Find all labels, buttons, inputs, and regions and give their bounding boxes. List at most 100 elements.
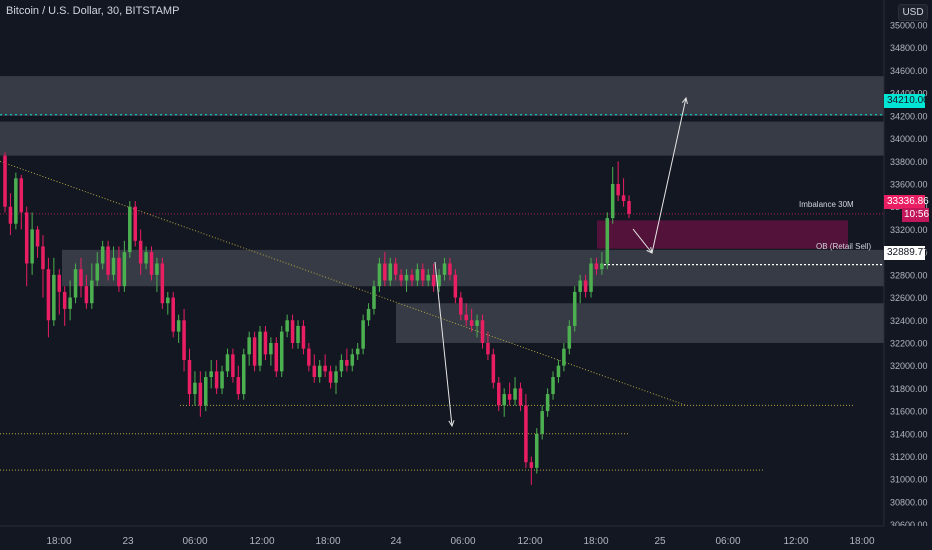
candle-body xyxy=(128,206,132,253)
candle-body xyxy=(24,212,29,264)
candle-body xyxy=(193,382,197,395)
candle-body xyxy=(79,269,83,287)
candle-body xyxy=(410,274,414,281)
candle-body xyxy=(290,320,295,343)
candle-body xyxy=(469,320,474,326)
price-axis xyxy=(884,0,932,550)
candle-body xyxy=(556,365,561,378)
candle-body xyxy=(421,269,425,281)
currency-button[interactable]: USD xyxy=(898,4,928,21)
candle-body xyxy=(252,337,257,366)
arrow-up-head xyxy=(681,96,688,104)
candle-body xyxy=(117,257,121,287)
x-tick-label: 23 xyxy=(122,536,134,547)
candle-body xyxy=(198,382,203,406)
candle-body xyxy=(497,382,501,406)
candle-body xyxy=(431,274,436,287)
y-tick-label: 31400.00 xyxy=(890,429,928,439)
candle-body xyxy=(171,297,175,332)
y-tick-label: 31800.00 xyxy=(890,384,928,394)
candle-body xyxy=(518,388,523,406)
candle-body xyxy=(46,269,51,321)
candle-body xyxy=(453,274,458,298)
candle-body xyxy=(166,297,170,304)
candle-body xyxy=(100,246,105,264)
level-32889-badge: 32889.77 xyxy=(884,246,929,260)
candle-body xyxy=(534,433,539,468)
candle-body xyxy=(529,462,534,468)
candle-body xyxy=(220,371,224,389)
candle-body xyxy=(30,229,34,264)
x-tick-label: 06:00 xyxy=(450,536,475,547)
candle-body xyxy=(3,155,7,207)
candle-body xyxy=(95,263,100,281)
y-tick-label: 30800.00 xyxy=(890,497,928,507)
candle-body xyxy=(274,342,279,372)
candle-body xyxy=(459,297,463,315)
x-tick-label: 18:00 xyxy=(849,536,874,547)
arrow-down xyxy=(434,261,453,427)
candle-body xyxy=(393,263,398,275)
x-tick-label: 12:00 xyxy=(249,536,274,547)
y-tick-label: 34200.00 xyxy=(890,111,928,121)
y-tick-label: 34000.00 xyxy=(890,134,928,144)
candle-body xyxy=(138,240,143,264)
candle-body xyxy=(68,297,72,309)
candle-body xyxy=(328,371,333,383)
candle-body xyxy=(616,184,620,196)
candle-body xyxy=(285,320,289,332)
x-tick-label: 06:00 xyxy=(182,536,207,547)
candle-body xyxy=(312,365,317,378)
candle-body xyxy=(583,280,588,292)
candle-body xyxy=(372,286,376,309)
candle-body xyxy=(133,206,137,241)
candle-body xyxy=(383,263,387,281)
candle-body xyxy=(317,365,322,378)
candle-body xyxy=(258,331,262,366)
x-tick-label: 06:00 xyxy=(715,536,740,547)
y-tick-label: 34800.00 xyxy=(890,43,928,53)
candle-body xyxy=(567,325,572,349)
candle-body xyxy=(475,320,479,326)
candle-body xyxy=(106,246,110,275)
candle-body xyxy=(204,377,208,406)
last-price-badge: 33336.86 xyxy=(884,195,929,209)
candle-body xyxy=(160,263,165,304)
candle-body xyxy=(345,360,349,366)
y-tick-label: 30600.00 xyxy=(890,520,928,530)
candle-body xyxy=(361,320,365,349)
candle-body xyxy=(610,184,615,219)
x-tick-label: 25 xyxy=(654,536,666,547)
y-tick-label: 32400.00 xyxy=(890,316,928,326)
candle-body xyxy=(247,337,251,355)
x-tick-label: 18:00 xyxy=(46,536,71,547)
candle-body xyxy=(8,206,13,224)
x-tick-label: 12:00 xyxy=(783,536,808,547)
y-tick-label: 32600.00 xyxy=(890,293,928,303)
candle-body xyxy=(111,257,116,275)
arrow-down-head xyxy=(448,420,455,428)
candle-body xyxy=(339,360,344,372)
candle-body xyxy=(524,405,528,463)
y-tick-label: 33800.00 xyxy=(890,157,928,167)
y-tick-label: 34400.00 xyxy=(890,89,928,99)
candle-body xyxy=(513,388,517,400)
y-tick-label: 32200.00 xyxy=(890,338,928,348)
arrow-up xyxy=(651,97,687,254)
x-tick-label: 18:00 xyxy=(315,536,340,547)
candle-body xyxy=(572,291,577,326)
candle-body xyxy=(209,371,213,378)
candle-body xyxy=(52,274,56,321)
candle-body xyxy=(350,354,355,366)
candle-body xyxy=(323,365,327,372)
candle-body xyxy=(90,280,94,304)
candle-body xyxy=(263,331,268,355)
candle-body xyxy=(507,394,512,400)
candle-body xyxy=(182,320,186,360)
candle-body xyxy=(627,201,631,214)
candle-body xyxy=(366,308,371,321)
candle-body xyxy=(600,263,604,270)
candle-body xyxy=(605,218,610,264)
symbol-title: Bitcoin / U.S. Dollar, 30, BITSTAMP xyxy=(6,5,180,17)
